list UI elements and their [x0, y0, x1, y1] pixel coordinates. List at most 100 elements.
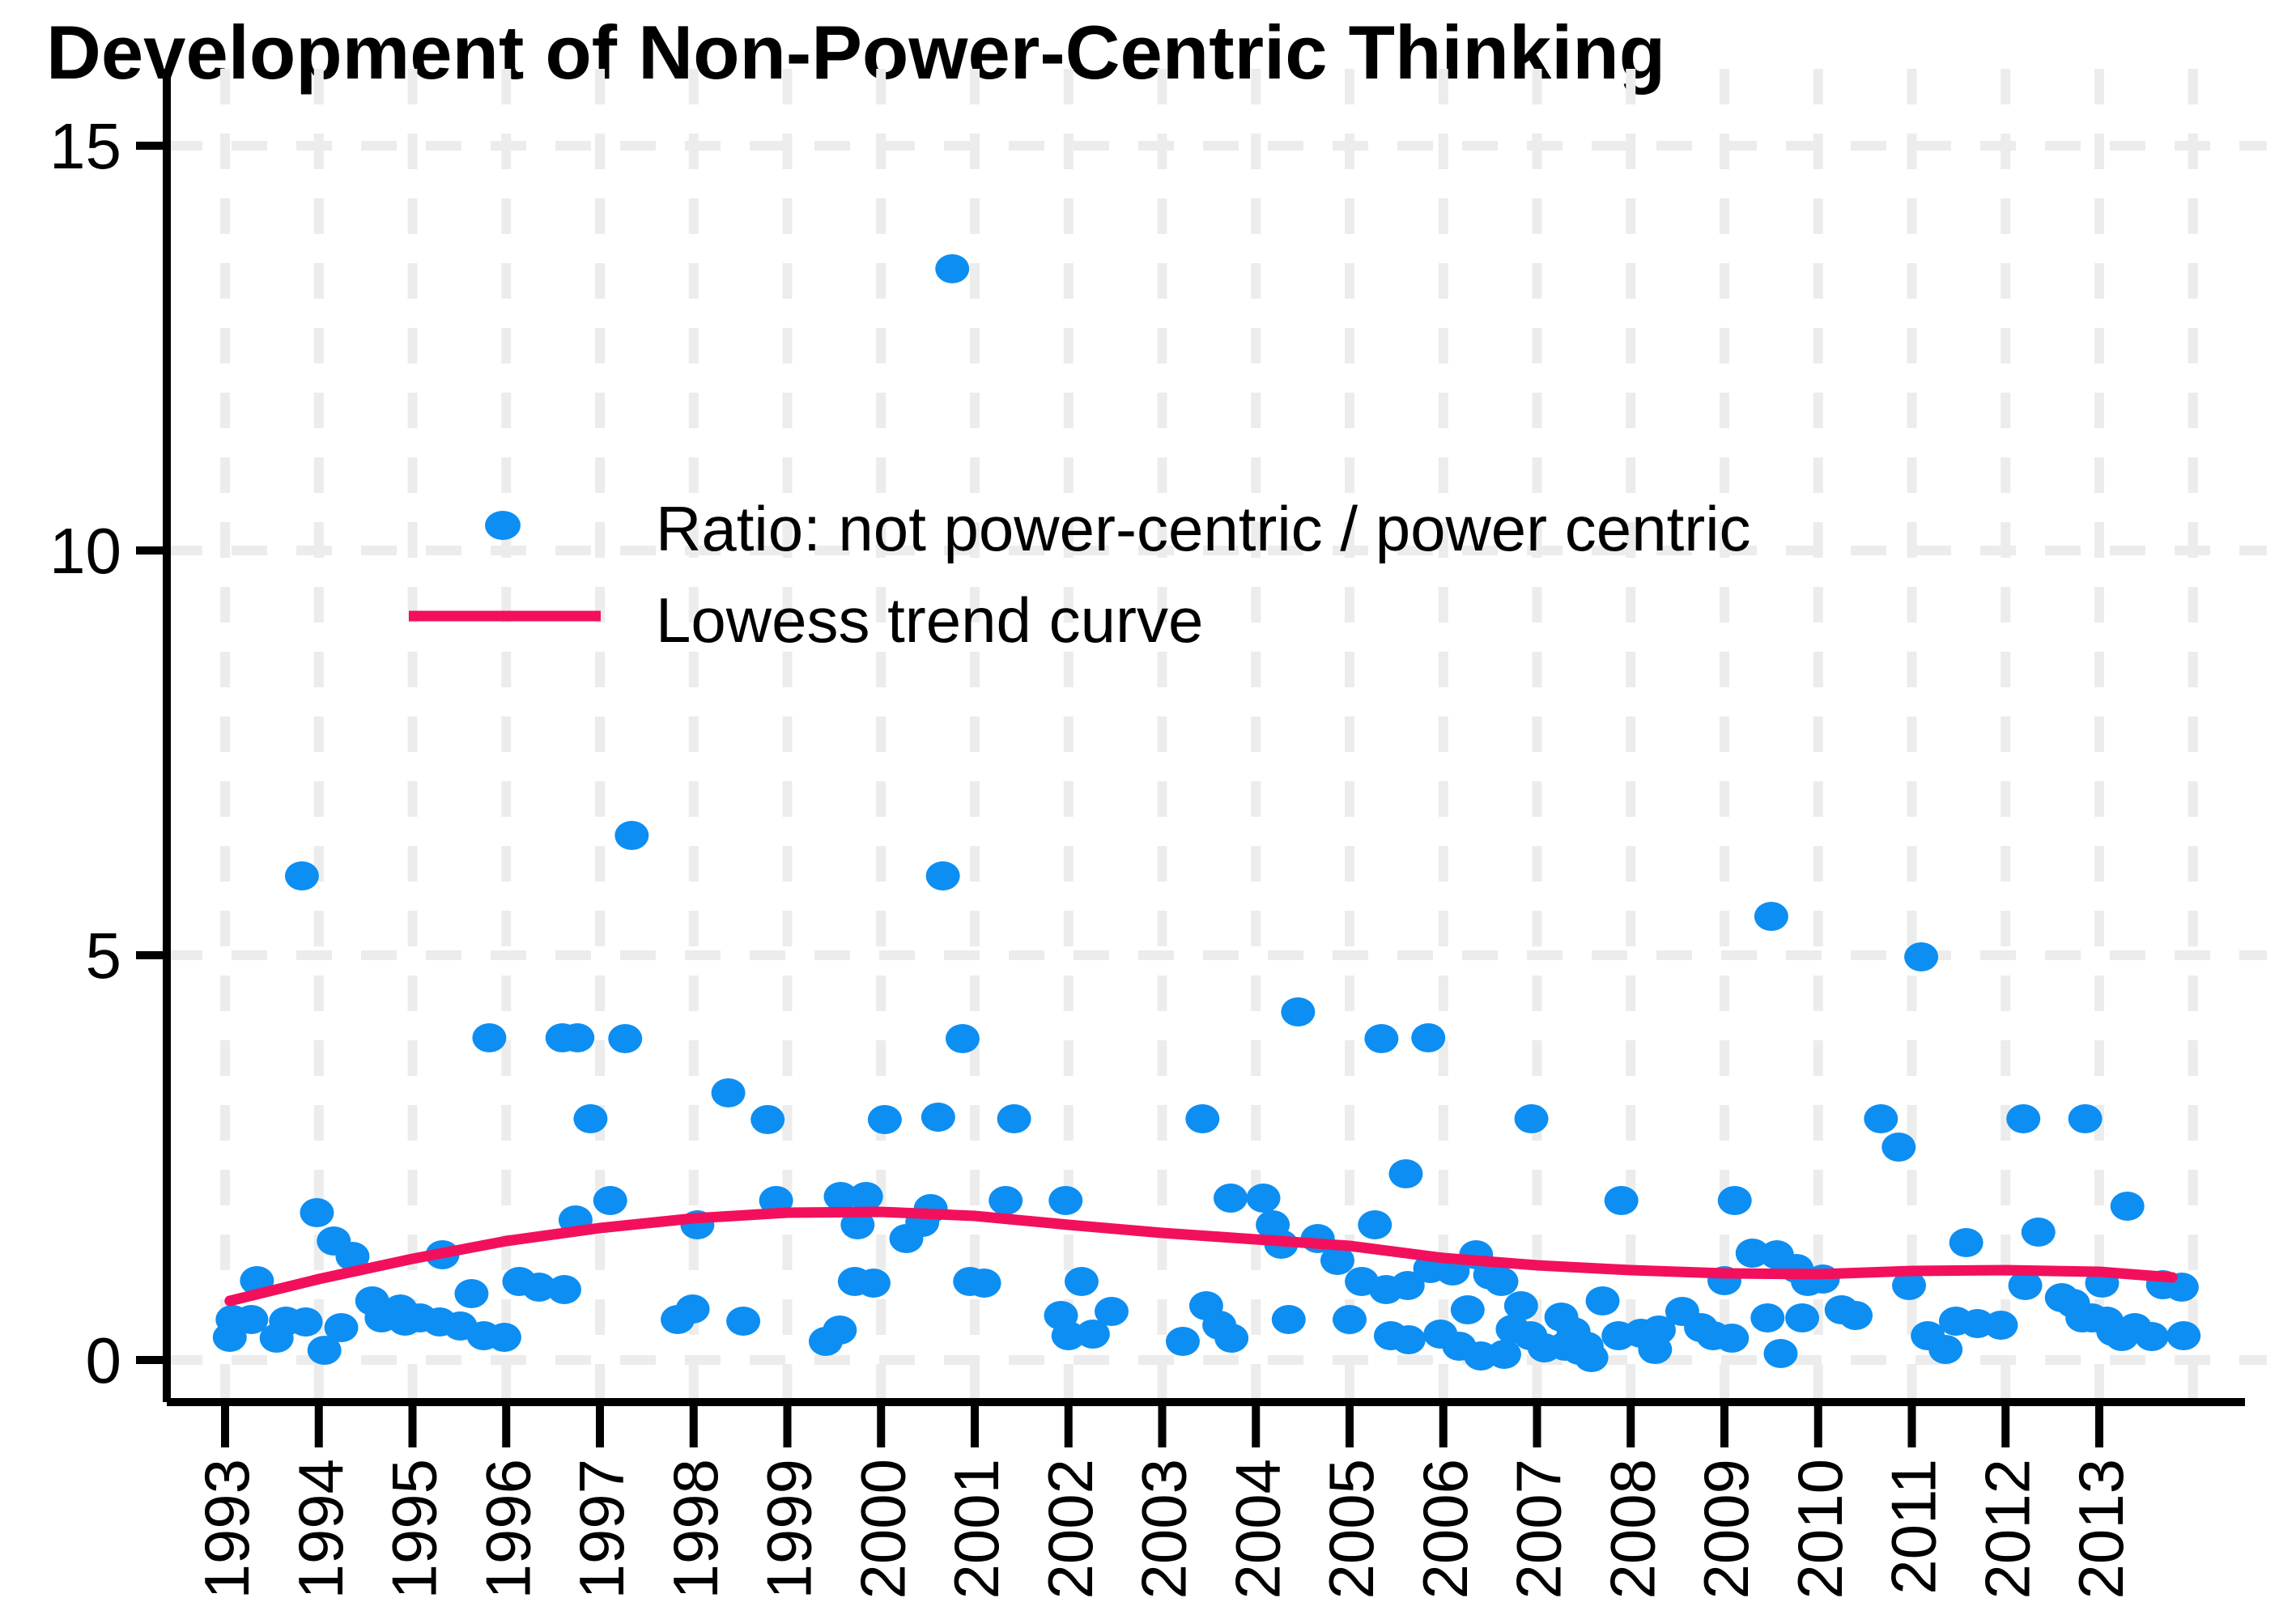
scatter-point: [1214, 1324, 1249, 1353]
scatter-point: [1949, 1228, 1983, 1257]
x-tick-label: 2012: [1971, 1459, 2043, 1600]
scatter-point: [2021, 1218, 2056, 1247]
scatter-point: [1574, 1343, 1609, 1372]
scatter-point: [711, 1078, 746, 1107]
x-tick-label: 1997: [566, 1459, 637, 1600]
scatter-point: [288, 1307, 323, 1337]
scatter-point: [1585, 1286, 1620, 1315]
x-axis: 1993 1994 1995 1996 1997 1998 1999 2000 2001 2002…: [167, 1398, 2245, 1600]
scatter-point: [284, 861, 319, 890]
x-tick-label: 2010: [1784, 1459, 1856, 1600]
x-tick-label: 2006: [1409, 1459, 1481, 1600]
x-tick-label: 1996: [472, 1459, 543, 1600]
y-tick-label: 10: [49, 515, 121, 587]
scatter-point: [234, 1305, 269, 1334]
scatter-point: [2110, 1192, 2145, 1221]
x-tick-label: 2005: [1316, 1459, 1387, 1600]
scatter-point: [1246, 1184, 1281, 1213]
scatter-point: [921, 1103, 955, 1132]
scatter-point: [1785, 1303, 1820, 1332]
scatter-point: [487, 1323, 521, 1352]
scatter-point: [608, 1024, 643, 1053]
scatter-point: [1165, 1327, 1200, 1356]
x-tick-label: 2008: [1597, 1459, 1668, 1600]
scatter-point: [867, 1105, 902, 1134]
scatter-point: [1514, 1104, 1549, 1133]
scatter-point: [1281, 997, 1316, 1026]
scatter-point: [1881, 1133, 1916, 1162]
scatter-point: [1051, 1321, 1086, 1350]
scatter-point: [2008, 1271, 2043, 1300]
scatter-point: [1075, 1320, 1110, 1349]
x-tick-label: 2000: [847, 1459, 918, 1600]
scatter-point: [2068, 1104, 2103, 1133]
scatter-point: [1320, 1246, 1354, 1275]
y-tick-label: 15: [49, 110, 121, 182]
scatter-point: [1364, 1024, 1399, 1053]
scatter-point: [547, 1275, 582, 1304]
scatter-point: [1754, 902, 1788, 931]
scatter-point: [614, 821, 649, 850]
scatter-point: [997, 1104, 1031, 1133]
scatter-point: [823, 1182, 858, 1211]
x-tick-label: 2003: [1129, 1459, 1200, 1600]
scatter-point: [324, 1313, 359, 1342]
x-tick-label: 2011: [1878, 1459, 1949, 1595]
x-tick-label: 2013: [2065, 1459, 2137, 1600]
scatter-point: [945, 1024, 980, 1053]
scatter-point: [2006, 1104, 2041, 1133]
scatter-point: [560, 1023, 595, 1052]
scatter-point: [675, 1294, 710, 1324]
chart-title: Development of Non-Power-Centric Thinkin…: [46, 10, 1665, 95]
legend: Ratio: not power-centric / power centric…: [409, 493, 1751, 656]
scatter-point: [1388, 1159, 1423, 1188]
scatter-point: [750, 1105, 785, 1134]
scatter-point: [335, 1242, 370, 1271]
scatter-point: [848, 1182, 883, 1211]
scatter-point: [1750, 1303, 1785, 1332]
scatter-point: [925, 861, 960, 890]
gridlines: [167, 69, 2267, 1402]
scatter-point: [1839, 1301, 1873, 1330]
scatter-point: [454, 1279, 489, 1308]
x-tick-label: 1993: [191, 1459, 262, 1600]
scatter-point: [307, 1336, 342, 1365]
scatter-point: [1486, 1340, 1521, 1369]
scatter-point: [1048, 1186, 1083, 1215]
legend-label-lowess: Lowess trend curve: [656, 584, 1203, 656]
scatter-point: [300, 1198, 334, 1227]
x-tick-label: 2004: [1222, 1459, 1293, 1600]
x-tick-label: 1994: [285, 1459, 356, 1600]
scatter-point: [1715, 1324, 1750, 1353]
scatter-point: [1390, 1271, 1425, 1300]
scatter-point: [856, 1269, 891, 1298]
y-axis: 15 10 5 0: [49, 69, 171, 1402]
scatter-point: [593, 1186, 627, 1215]
scatter-point: [521, 1273, 556, 1302]
scatter-point: [1333, 1305, 1367, 1334]
x-tick-label: 2001: [941, 1459, 1012, 1600]
scatter-point: [967, 1269, 1001, 1298]
scatter-point: [1185, 1104, 1220, 1133]
lowess-line: [224, 1206, 2178, 1307]
scatter-point: [2166, 1321, 2201, 1350]
legend-label-ratio: Ratio: not power-centric / power centric: [656, 493, 1751, 564]
scatter-point: [1503, 1291, 1538, 1320]
scatter-point: [1717, 1186, 1752, 1215]
scatter-point: [1358, 1210, 1392, 1239]
x-tick-label: 1995: [379, 1459, 450, 1600]
scatter-point: [823, 1315, 857, 1345]
scatter-point: [1271, 1305, 1306, 1334]
scatter-point: [2134, 1322, 2169, 1351]
legend-dot-marker: [485, 511, 521, 540]
scatter-point: [1484, 1267, 1519, 1296]
x-tick-label: 2007: [1503, 1459, 1575, 1600]
scatter-point: [935, 254, 970, 283]
x-tick-label: 2009: [1690, 1459, 1762, 1600]
scatter-point: [472, 1023, 507, 1052]
x-tick-label: 1998: [660, 1459, 731, 1600]
scatter-point: [1983, 1311, 2018, 1340]
scatter-point: [1213, 1184, 1248, 1213]
scatter-point: [1892, 1271, 1927, 1300]
